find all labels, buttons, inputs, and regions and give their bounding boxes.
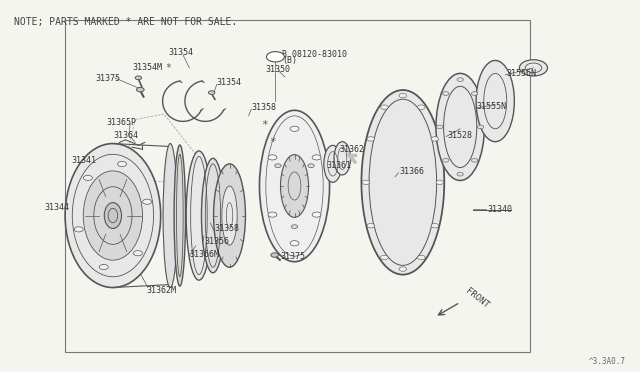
Text: 31375: 31375 xyxy=(96,74,121,83)
Circle shape xyxy=(457,172,463,176)
Text: 31556N: 31556N xyxy=(507,69,537,78)
Circle shape xyxy=(431,137,438,141)
Text: 31358: 31358 xyxy=(251,103,276,112)
Ellipse shape xyxy=(436,73,484,180)
Text: *: * xyxy=(269,137,276,147)
Ellipse shape xyxy=(324,145,342,182)
Text: 31354: 31354 xyxy=(217,78,242,87)
Ellipse shape xyxy=(186,151,212,280)
Text: 31341: 31341 xyxy=(72,156,97,166)
Circle shape xyxy=(268,212,277,217)
Circle shape xyxy=(135,76,141,80)
Circle shape xyxy=(381,105,388,109)
Circle shape xyxy=(443,158,449,162)
Circle shape xyxy=(399,93,406,98)
Text: 31340: 31340 xyxy=(487,205,512,215)
Circle shape xyxy=(472,92,478,95)
Circle shape xyxy=(271,253,278,257)
Circle shape xyxy=(308,164,314,167)
Circle shape xyxy=(381,255,388,260)
Circle shape xyxy=(99,264,108,270)
Circle shape xyxy=(74,227,83,232)
Text: 31354M: 31354M xyxy=(132,63,162,72)
Circle shape xyxy=(290,241,299,246)
Circle shape xyxy=(472,158,478,162)
Circle shape xyxy=(367,224,374,228)
Circle shape xyxy=(457,78,463,81)
Text: 31375: 31375 xyxy=(280,252,305,262)
Circle shape xyxy=(275,164,281,167)
Text: 31358: 31358 xyxy=(215,224,240,233)
Circle shape xyxy=(417,105,425,109)
Ellipse shape xyxy=(362,90,444,275)
Text: 31555N: 31555N xyxy=(476,102,506,111)
Text: 31350: 31350 xyxy=(266,65,291,74)
Text: 31356: 31356 xyxy=(204,237,229,246)
Circle shape xyxy=(291,225,298,228)
Circle shape xyxy=(83,175,92,180)
Text: 31366: 31366 xyxy=(399,167,425,176)
Text: 31354: 31354 xyxy=(168,48,193,57)
Ellipse shape xyxy=(259,110,330,262)
Ellipse shape xyxy=(174,145,186,286)
Circle shape xyxy=(431,224,438,228)
Circle shape xyxy=(399,267,406,271)
Text: ^3.3A0.7: ^3.3A0.7 xyxy=(589,357,626,366)
Ellipse shape xyxy=(202,158,225,273)
Text: 31362: 31362 xyxy=(339,145,364,154)
Ellipse shape xyxy=(222,186,237,245)
Text: (B): (B) xyxy=(282,56,297,65)
Text: FRONT: FRONT xyxy=(463,287,490,310)
Text: B: B xyxy=(273,52,278,61)
Circle shape xyxy=(143,199,152,204)
Bar xyxy=(65,20,531,352)
Ellipse shape xyxy=(476,61,515,142)
Circle shape xyxy=(362,180,370,185)
Text: 31366M: 31366M xyxy=(189,250,220,259)
Ellipse shape xyxy=(83,171,143,260)
Text: B 08120-83010: B 08120-83010 xyxy=(282,51,347,60)
Circle shape xyxy=(266,52,284,62)
Circle shape xyxy=(290,126,299,131)
Text: NOTE; PARTS MARKED * ARE NOT FOR SALE.: NOTE; PARTS MARKED * ARE NOT FOR SALE. xyxy=(14,17,237,27)
Circle shape xyxy=(312,212,321,217)
Text: *: * xyxy=(261,120,268,130)
Ellipse shape xyxy=(104,203,122,228)
Ellipse shape xyxy=(334,142,351,175)
Text: 31364: 31364 xyxy=(113,131,138,140)
Text: 31344: 31344 xyxy=(45,203,70,212)
Text: 31365P: 31365P xyxy=(106,118,136,127)
Circle shape xyxy=(134,251,142,256)
Text: 31361: 31361 xyxy=(326,161,351,170)
Circle shape xyxy=(268,155,277,160)
Circle shape xyxy=(118,161,127,167)
Circle shape xyxy=(367,137,374,141)
Circle shape xyxy=(436,180,444,185)
Ellipse shape xyxy=(214,164,246,267)
Text: 31528: 31528 xyxy=(447,131,472,140)
Text: *: * xyxy=(165,63,171,73)
Ellipse shape xyxy=(280,155,308,217)
Ellipse shape xyxy=(65,144,161,288)
Circle shape xyxy=(520,60,547,76)
Circle shape xyxy=(417,255,425,260)
Text: 31362M: 31362M xyxy=(147,286,177,295)
Circle shape xyxy=(136,87,144,92)
Circle shape xyxy=(477,125,484,129)
Circle shape xyxy=(443,92,449,95)
Circle shape xyxy=(312,155,321,160)
Circle shape xyxy=(209,91,215,94)
Ellipse shape xyxy=(163,144,177,288)
Circle shape xyxy=(436,125,443,129)
